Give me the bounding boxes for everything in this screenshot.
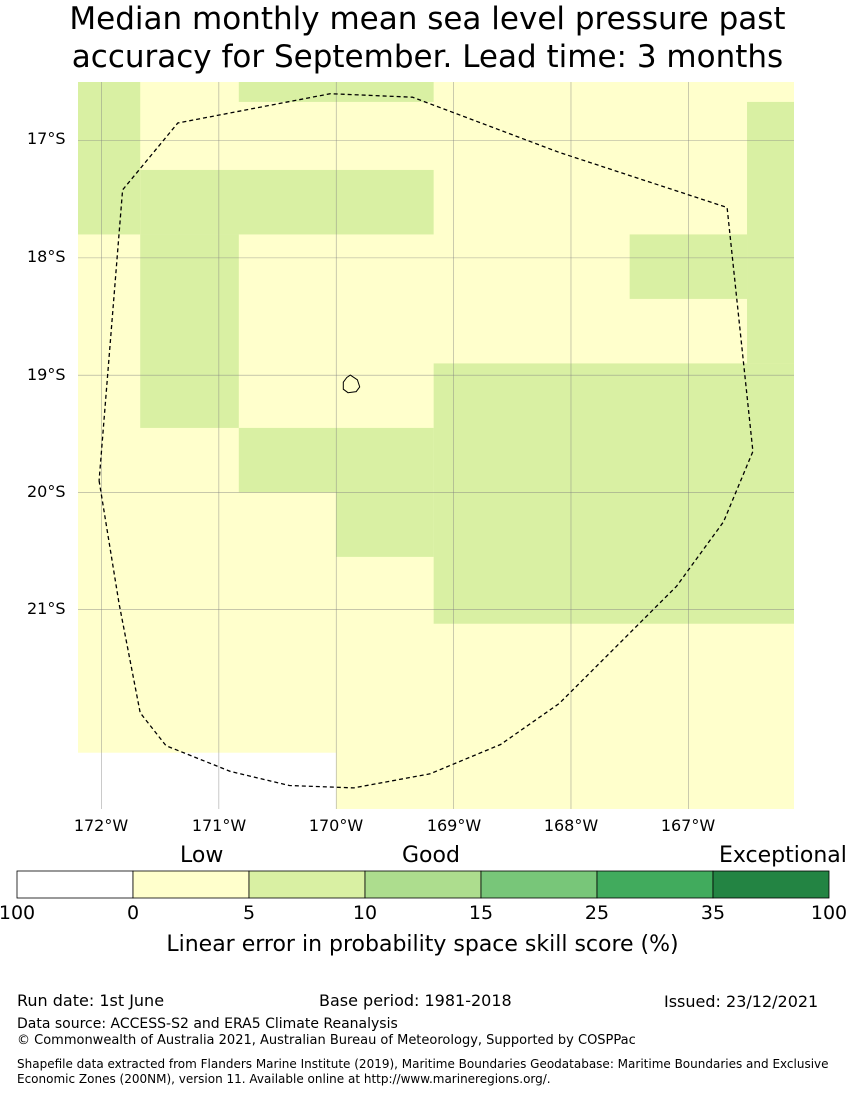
run-date: Run date: 1st June (17, 991, 165, 1010)
skill-cell (433, 363, 794, 624)
colorbar-band (132, 870, 250, 899)
colorbar-tick-label: 15 (468, 902, 494, 924)
skill-cell (78, 82, 141, 235)
lat-label-18s: 18°S (27, 247, 66, 266)
data-source: Data source: ACCESS-S2 and ERA5 Climate … (17, 1016, 398, 1032)
category-label-exceptional: Exceptional (719, 843, 847, 868)
lon-label-172w: 172°W (73, 816, 129, 835)
skill-cell (140, 169, 434, 235)
issued-date: Issued: 23/12/2021 (664, 992, 819, 1011)
colorbar-band (364, 870, 482, 899)
colorbar-band (596, 870, 714, 899)
colorbar-tick-label: 35 (700, 902, 726, 924)
colorbar-tick-label: 5 (242, 902, 256, 924)
lon-label-171w: 171°W (191, 816, 247, 835)
lon-label-170w: 170°W (308, 816, 364, 835)
skill-cell (747, 101, 794, 364)
map-title-line-2: accuracy for September. Lead time: 3 mon… (71, 39, 784, 75)
colorbar-tick-label: 100 (810, 902, 848, 924)
lon-label-168w: 168°W (543, 816, 599, 835)
skill-cell (140, 234, 239, 428)
eez-boundary-line (98, 93, 754, 789)
shapefile-note: Shapefile data extracted from Flanders M… (17, 1057, 829, 1086)
colorbar-band (712, 870, 830, 899)
map-title: Median monthly mean sea level pressure p… (0, 0, 855, 76)
map-title-line-1: Median monthly mean sea level pressure p… (69, 1, 786, 37)
colorbar-tick-label: 10 (352, 902, 378, 924)
lon-label-169w: 169°W (426, 816, 482, 835)
niue-island-outline (342, 374, 361, 394)
category-label-good: Good (402, 843, 460, 868)
colorbar-tick-label: 0 (126, 902, 140, 924)
lon-label-167w: 167°W (660, 816, 716, 835)
lat-label-19s: 19°S (27, 365, 66, 384)
base-period: Base period: 1981-2018 (319, 991, 512, 1010)
colorbar-tick-label: 100 (0, 902, 36, 924)
skill-cell (336, 492, 434, 557)
colorbar-title: Linear error in probability space skill … (166, 932, 679, 957)
colorbar-band (480, 870, 598, 899)
lat-label-20s: 20°S (27, 482, 66, 501)
lat-label-17s: 17°S (27, 129, 66, 148)
colorbar-band (16, 870, 134, 899)
lat-label-21s: 21°S (27, 599, 66, 618)
colorbar-tick-label: 25 (584, 902, 610, 924)
category-label-low: Low (180, 843, 224, 868)
copyright: © Commonwealth of Australia 2021, Austra… (17, 1033, 636, 1048)
colorbar-band (248, 870, 366, 899)
no-data-cell (78, 752, 337, 809)
